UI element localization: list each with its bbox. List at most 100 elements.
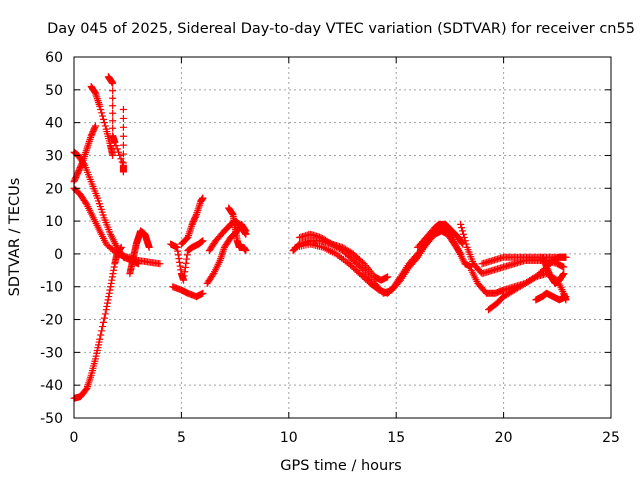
series-arc-7 <box>126 227 153 278</box>
x-tick-label: 10 <box>280 430 298 446</box>
y-tick-label: 60 <box>45 50 63 66</box>
data-point <box>99 115 107 123</box>
data-point <box>100 314 108 322</box>
data-point <box>98 109 106 117</box>
data-point <box>101 310 109 318</box>
series-arc-21 <box>478 253 570 268</box>
data-point <box>105 293 113 301</box>
data-point <box>460 234 468 241</box>
data-point <box>175 255 183 263</box>
plot-frame <box>73 56 612 419</box>
series-arc-22 <box>532 289 570 304</box>
data-point <box>242 230 250 238</box>
data-point <box>182 259 190 267</box>
data-point <box>176 262 184 270</box>
data-point <box>560 263 568 271</box>
data-point <box>116 151 124 159</box>
data-point <box>183 255 191 263</box>
data-point <box>109 79 117 87</box>
x-tick-label: 25 <box>602 430 620 446</box>
data-point <box>119 123 127 131</box>
data-point <box>105 289 113 297</box>
data-point <box>78 159 86 167</box>
series-arc-6 <box>104 73 127 176</box>
data-point <box>560 270 568 278</box>
data-point <box>110 263 118 271</box>
data-point <box>199 194 207 202</box>
data-point <box>102 306 110 314</box>
data-point <box>458 224 466 232</box>
data-point <box>461 237 469 245</box>
series-arc-8 <box>169 283 207 301</box>
y-axis-label: SDTVAR / TECUs <box>7 178 23 297</box>
data-point <box>109 117 117 125</box>
y-tick-label: -10 <box>40 280 63 296</box>
y-tick-label: -30 <box>40 345 63 361</box>
data-point <box>108 276 116 284</box>
data-point <box>199 289 207 297</box>
data-point <box>181 264 189 272</box>
data-point <box>119 150 127 158</box>
y-tick-label: 20 <box>45 181 63 197</box>
data-point <box>114 148 122 156</box>
series-arc-1 <box>70 243 125 402</box>
data-point <box>98 327 106 335</box>
data-point <box>101 122 109 130</box>
data-point <box>358 258 366 266</box>
data-point <box>100 119 108 127</box>
data-point <box>111 138 119 146</box>
data-point <box>103 299 111 307</box>
series-arc-10 <box>177 194 207 248</box>
data-point <box>109 270 117 278</box>
y-tick-label: 50 <box>45 83 63 99</box>
data-point <box>119 132 127 140</box>
y-tick-label: 0 <box>54 247 63 263</box>
data-point <box>180 272 188 280</box>
data-point <box>134 260 142 268</box>
data-point <box>457 220 465 228</box>
series-arc-18 <box>457 220 568 278</box>
data-point <box>119 114 127 122</box>
data-point <box>112 142 120 150</box>
data-point <box>82 386 90 394</box>
data-point <box>119 141 127 149</box>
data-point <box>119 159 127 167</box>
data-point <box>458 227 466 235</box>
data-point <box>97 331 105 339</box>
series-arc-13 <box>225 204 250 255</box>
data-point <box>103 302 111 310</box>
data-point <box>107 283 115 291</box>
x-tick-label: 15 <box>387 430 405 446</box>
data-point <box>117 155 125 163</box>
data-point <box>109 109 117 117</box>
data-point <box>176 258 184 266</box>
data-point <box>559 271 567 279</box>
data-point <box>108 273 116 281</box>
y-tick-label: 40 <box>45 116 63 132</box>
data-point <box>562 253 570 261</box>
data-point <box>109 94 117 102</box>
data-point <box>109 151 117 159</box>
data-point <box>110 266 118 274</box>
data-point <box>96 335 104 343</box>
x-tick-label: 20 <box>495 430 513 446</box>
data-point <box>99 318 107 326</box>
y-tick-label: 10 <box>45 214 63 230</box>
series-arc-17 <box>414 220 467 251</box>
grid-lines <box>74 57 611 418</box>
data-point <box>113 145 121 153</box>
chart-title: Day 045 of 2025, Sidereal Day-to-day VTE… <box>47 21 635 37</box>
series-arc-2 <box>70 184 164 268</box>
data-point <box>97 106 105 114</box>
data-point <box>183 251 191 259</box>
data-point <box>109 124 117 132</box>
y-tick-label: 30 <box>45 148 63 164</box>
data-point <box>99 112 107 120</box>
y-tick-label: -50 <box>40 411 63 427</box>
data-point <box>242 247 250 255</box>
data-point <box>358 265 366 273</box>
data-point <box>109 102 117 110</box>
data-point <box>99 323 107 331</box>
data-point <box>107 279 115 287</box>
